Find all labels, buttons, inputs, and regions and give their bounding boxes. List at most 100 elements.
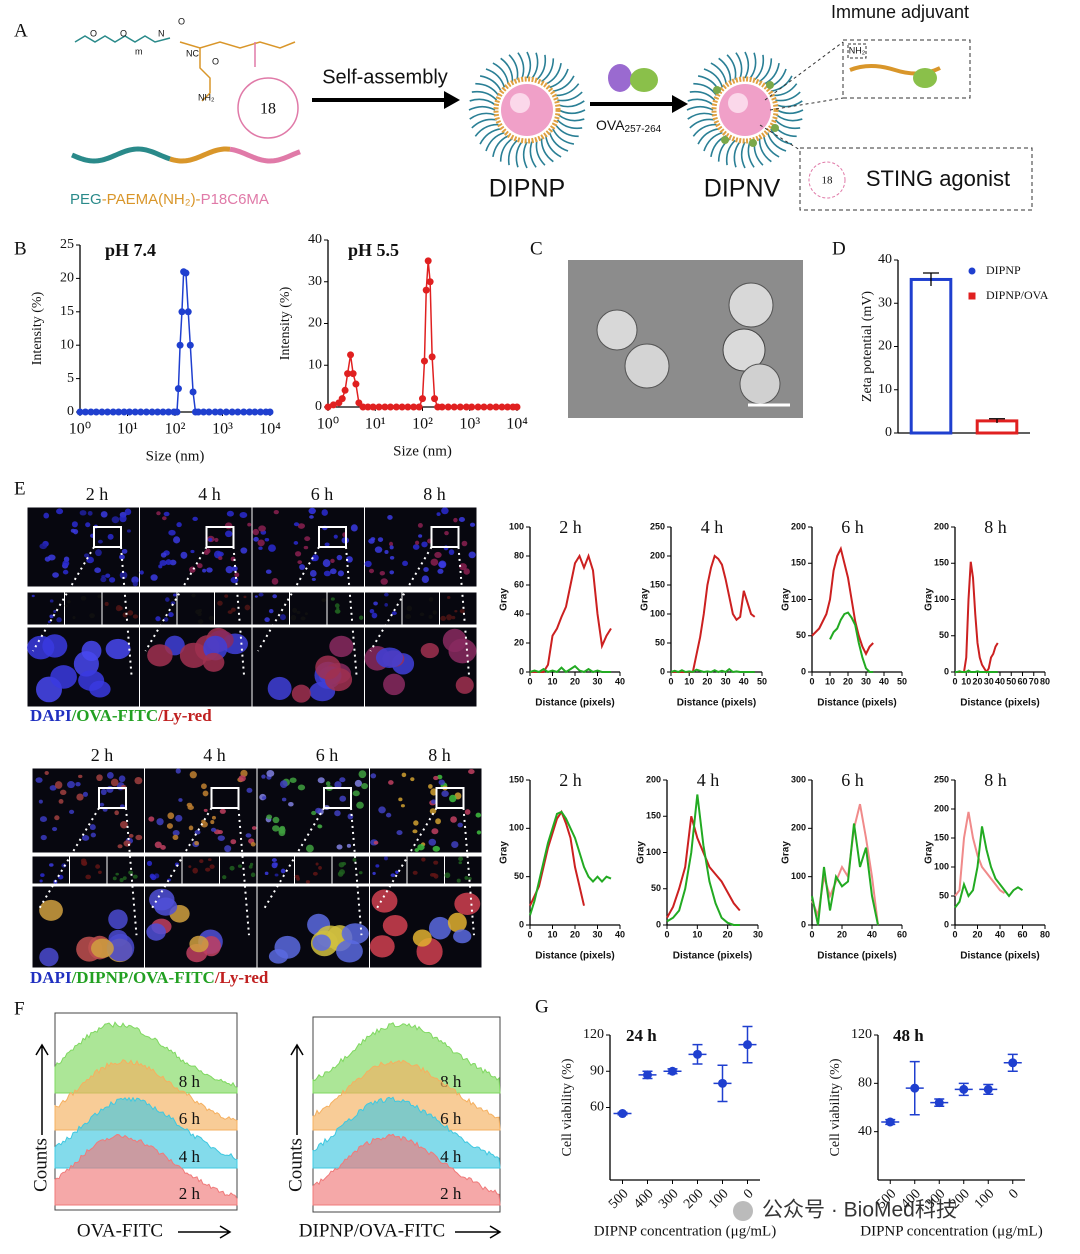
group-label: NH₂ bbox=[849, 45, 866, 55]
time-label: 6 h bbox=[316, 745, 339, 765]
peg-corona bbox=[718, 57, 732, 82]
polymer-name: PEG-PAEMA(NH₂)-P18C6MA bbox=[70, 191, 269, 208]
cell bbox=[112, 876, 117, 881]
peg-corona bbox=[556, 119, 583, 130]
antigen bbox=[771, 124, 779, 132]
cell bbox=[72, 616, 76, 620]
cell bbox=[450, 816, 457, 823]
zoom-guide bbox=[144, 546, 208, 652]
peg-corona bbox=[725, 139, 736, 166]
y-tick-label: 200 bbox=[791, 521, 806, 531]
cell bbox=[448, 549, 455, 556]
point bbox=[1008, 1058, 1018, 1068]
cell bbox=[280, 868, 286, 874]
cell bbox=[368, 568, 375, 574]
marker bbox=[165, 408, 173, 416]
cell bbox=[444, 531, 449, 536]
peg-corona bbox=[536, 54, 547, 81]
marker bbox=[240, 408, 248, 416]
step-label: Self-assembly bbox=[322, 66, 448, 88]
cell bbox=[247, 522, 252, 527]
peg-corona bbox=[529, 141, 537, 168]
chart-title: 6 h bbox=[841, 517, 864, 537]
cell bbox=[413, 820, 419, 826]
point bbox=[668, 1066, 677, 1076]
cell bbox=[258, 546, 263, 550]
cell bbox=[297, 784, 306, 791]
cell bbox=[199, 859, 204, 864]
cell bbox=[192, 867, 199, 874]
cell bbox=[311, 554, 319, 562]
x-axis-label: Size (nm) bbox=[393, 443, 452, 459]
time-label: 4 h bbox=[440, 1147, 462, 1166]
tem-particle bbox=[596, 309, 638, 351]
cell bbox=[336, 844, 343, 850]
cell bbox=[281, 797, 287, 802]
x-tick-label: 30 bbox=[592, 929, 602, 939]
cell bbox=[201, 783, 207, 790]
cell bbox=[274, 873, 279, 877]
cell bbox=[245, 833, 252, 838]
x-tick-label: 0 bbox=[809, 676, 814, 686]
cell bbox=[67, 600, 71, 604]
cell bbox=[200, 821, 208, 828]
cell bbox=[303, 545, 309, 550]
cell bbox=[390, 873, 396, 878]
polymer-cartoon bbox=[229, 146, 301, 164]
cell bbox=[85, 522, 91, 528]
cell bbox=[197, 619, 204, 624]
peg-corona bbox=[710, 62, 727, 85]
cell bbox=[369, 609, 375, 614]
series-line bbox=[954, 826, 1024, 909]
x-tick-label: 80 bbox=[1040, 929, 1050, 939]
cell bbox=[412, 544, 420, 550]
peg-corona bbox=[697, 128, 720, 145]
atom-label: O bbox=[90, 28, 97, 38]
marker bbox=[375, 403, 383, 411]
cell bbox=[461, 540, 468, 547]
marker bbox=[456, 403, 464, 411]
cell bbox=[446, 614, 452, 621]
marker bbox=[426, 278, 434, 286]
cell bbox=[468, 769, 475, 775]
peg-corona bbox=[776, 114, 803, 122]
x-tick-label: 10⁰ bbox=[317, 416, 339, 433]
zoom-guide bbox=[262, 807, 325, 912]
channel-legend: DAPI/DIPNP/OVA-FITC/Ly-red bbox=[30, 968, 269, 987]
cell bbox=[156, 511, 161, 516]
x-tick-label: 10⁴ bbox=[506, 416, 528, 433]
marker bbox=[184, 308, 192, 316]
cell bbox=[115, 872, 119, 876]
ring-size: 18 bbox=[260, 101, 276, 118]
cell bbox=[76, 793, 84, 801]
cell bbox=[59, 789, 67, 796]
tem-particle bbox=[722, 328, 766, 372]
marker bbox=[159, 408, 167, 416]
micrograph bbox=[294, 855, 333, 885]
roi-box bbox=[318, 526, 347, 548]
point bbox=[959, 1084, 969, 1094]
cell bbox=[421, 575, 430, 584]
cell bbox=[293, 522, 300, 527]
cell bbox=[250, 842, 256, 847]
peg-corona bbox=[469, 98, 496, 106]
bar bbox=[909, 277, 953, 435]
cell bbox=[96, 774, 103, 782]
tem-particle bbox=[624, 343, 670, 389]
cell bbox=[58, 799, 64, 804]
cell bbox=[325, 781, 331, 786]
antigen-label: OVA257-264 bbox=[596, 117, 662, 135]
peg-corona bbox=[479, 75, 502, 92]
cell bbox=[244, 604, 251, 611]
marker bbox=[392, 403, 400, 411]
cell bbox=[176, 522, 182, 528]
y-tick-label: 100 bbox=[791, 871, 806, 881]
marker bbox=[98, 408, 106, 416]
cell bbox=[374, 546, 383, 553]
atom-label: N bbox=[158, 28, 165, 38]
peg-corona bbox=[500, 57, 514, 82]
core-highlight bbox=[510, 93, 530, 113]
axis-label: DIPNP/OVA-FITC bbox=[299, 1220, 445, 1241]
cell bbox=[39, 543, 47, 550]
cell bbox=[463, 568, 470, 575]
